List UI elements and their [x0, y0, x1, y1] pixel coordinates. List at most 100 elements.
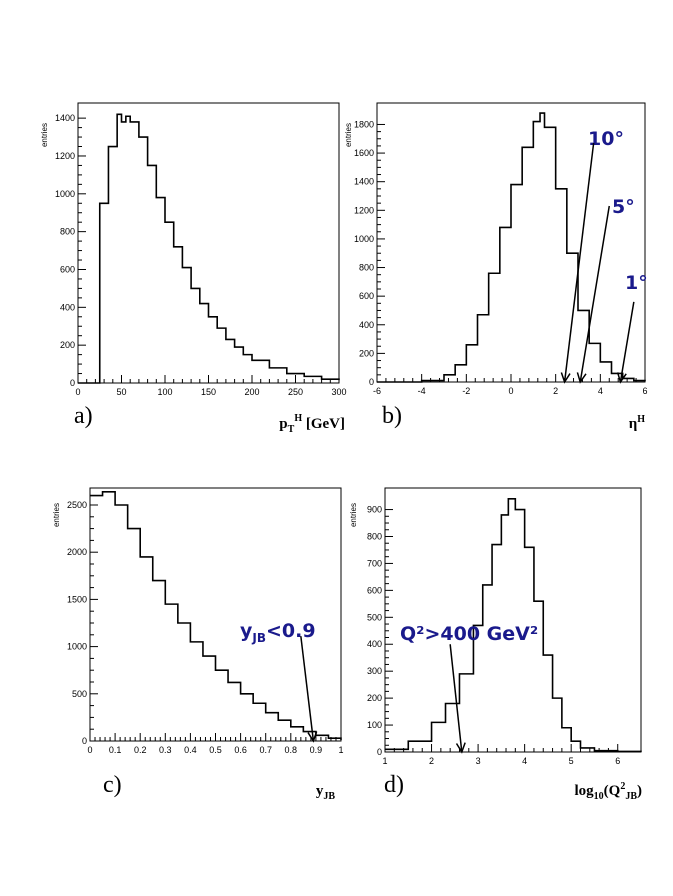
annotation-arrow: [563, 142, 595, 383]
x-tick-label: -2: [462, 386, 470, 396]
x-tick-label: 0: [508, 386, 513, 396]
y-tick-label: 1600: [354, 148, 374, 158]
y-tick-label: 200: [359, 348, 374, 358]
x-tick-label: 0: [87, 745, 92, 755]
histogram-line: [385, 497, 642, 753]
x-tick-label: 3: [476, 756, 481, 766]
histogram-line: [90, 490, 342, 741]
arrow-head: [616, 372, 627, 384]
y-tick-label: 0: [70, 378, 75, 388]
panel-b: -6 -4 -2 0 2 4 6 0 200 400 600 800 1000 1200 1400 1600 1…: [344, 102, 648, 432]
annotation-arrow: [619, 301, 635, 383]
x-tick-label: 200: [244, 387, 259, 397]
y-tick-label: 1400: [354, 177, 374, 187]
y-tick-label: 1000: [67, 642, 87, 652]
x-tick-label: -4: [418, 386, 426, 396]
y-tick-label: 400: [60, 302, 75, 312]
x-tick-label: 100: [157, 387, 172, 397]
arrow-head: [576, 372, 587, 384]
y-tick-label: 600: [359, 291, 374, 301]
y-tick-label: 1500: [67, 594, 87, 604]
x-tick-label: 0.1: [109, 745, 122, 755]
annotation-arrow: [579, 205, 611, 383]
annotation-label: 5°: [612, 196, 635, 218]
x-tick-label: 2: [429, 756, 434, 766]
panel-label: c): [103, 772, 122, 798]
panel-label: a): [74, 403, 93, 429]
x-tick-label: 0.3: [159, 745, 172, 755]
histogram-line: [78, 113, 340, 384]
x-tick-label: 5: [569, 756, 574, 766]
x-axis-title: pTH [GeV]: [279, 413, 345, 435]
y-tick-label: 0: [377, 747, 382, 757]
panel-label: b): [382, 403, 402, 429]
x-tick-label: 1: [338, 745, 343, 755]
y-tick-label: 2000: [67, 547, 87, 557]
x-tick-label: 2: [553, 386, 558, 396]
x-tick-label: 0.5: [209, 745, 222, 755]
panel-label: d): [384, 772, 404, 798]
x-axis-title: ηH: [629, 414, 646, 432]
y-tick-label: 1400: [55, 113, 75, 123]
y-tick-label: 200: [367, 693, 382, 703]
x-tick-label: 250: [288, 387, 303, 397]
annotation-arrow: [449, 644, 463, 753]
y-axis-title: entries: [349, 503, 358, 527]
x-tick-label: 0.6: [234, 745, 247, 755]
y-tick-label: 1000: [55, 189, 75, 199]
y-tick-label: 0: [369, 377, 374, 387]
x-tick-label: -6: [373, 386, 381, 396]
y-tick-label: 900: [367, 505, 382, 515]
x-tick-label: 0.4: [184, 745, 197, 755]
annotation-label: 10°: [588, 128, 624, 150]
annotation-label: Q²>400 GeV²: [400, 623, 538, 645]
histogram-line: [377, 112, 646, 383]
y-tick-label: 800: [367, 531, 382, 541]
y-tick-label: 800: [60, 227, 75, 237]
x-tick-label: 4: [522, 756, 527, 766]
x-tick-label: 4: [598, 386, 603, 396]
x-tick-label: 0.8: [285, 745, 298, 755]
y-tick-label: 600: [367, 585, 382, 595]
x-tick-label: 0: [75, 387, 80, 397]
x-tick-label: 6: [642, 386, 647, 396]
y-tick-label: 400: [367, 639, 382, 649]
y-tick-label: 100: [367, 720, 382, 730]
y-axis-title: entries: [344, 123, 353, 147]
y-tick-label: 1200: [55, 151, 75, 161]
y-tick-label: 0: [82, 736, 87, 746]
arrow-head: [560, 372, 571, 384]
y-tick-label: 500: [367, 612, 382, 622]
x-axis-title: yJB: [316, 783, 336, 802]
x-tick-label: 300: [331, 387, 346, 397]
y-tick-label: 1200: [354, 205, 374, 215]
x-tick-label: 0.9: [310, 745, 323, 755]
y-tick-label: 500: [72, 689, 87, 699]
arrow-head: [307, 731, 318, 743]
x-tick-label: 50: [116, 387, 126, 397]
y-tick-label: 1800: [354, 119, 374, 129]
panel-d: 1 2 3 4 5 6 0 100 200 300 400 500 600 700 800 900 entrie…: [349, 487, 642, 802]
annotation-label: yJB<0.9: [240, 620, 316, 645]
panel-a: 0 50 100 150 200 250 300 0 200 400 600 800 1000 1200 1…: [40, 102, 347, 435]
annotation-arrow: [300, 636, 315, 742]
y-tick-label: 800: [359, 263, 374, 273]
y-axis-title: entries: [52, 503, 61, 527]
y-axis-title: entries: [40, 123, 49, 147]
y-tick-label: 1000: [354, 234, 374, 244]
y-tick-label: 200: [60, 340, 75, 350]
panel-c: 0 0.1 0.2 0.3 0.4 0.5 0.6 0.7 0.8 0.9 1 0 500 1000 150…: [52, 487, 344, 802]
y-tick-label: 2500: [67, 500, 87, 510]
x-tick-label: 1: [382, 756, 387, 766]
y-tick-label: 600: [60, 264, 75, 274]
y-tick-label: 700: [367, 558, 382, 568]
x-tick-label: 6: [615, 756, 620, 766]
x-tick-label: 0.7: [259, 745, 272, 755]
x-axis-title: log10(Q2JB): [574, 781, 642, 802]
annotation-label: 1°: [625, 272, 648, 294]
x-tick-label: 150: [201, 387, 216, 397]
x-tick-label: 0.2: [134, 745, 147, 755]
plot-frame: [384, 487, 642, 753]
y-tick-label: 400: [359, 320, 374, 330]
